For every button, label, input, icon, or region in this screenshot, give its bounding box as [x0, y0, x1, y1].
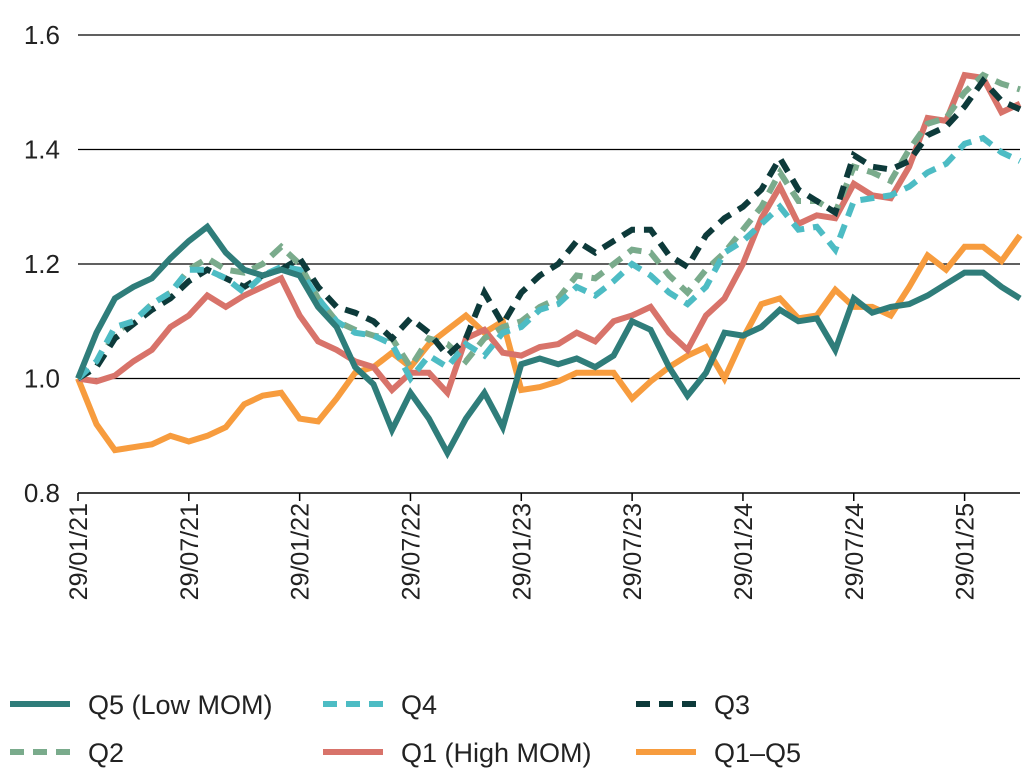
y-tick-label: 0.8: [24, 478, 60, 508]
legend-label: Q2: [88, 738, 124, 768]
y-tick-label: 1.6: [24, 20, 60, 50]
x-tick-label: 29/01/24: [730, 503, 758, 600]
y-tick-label: 1.4: [24, 135, 60, 165]
y-tick-label: 1.2: [24, 249, 60, 279]
x-tick-label: 29/07/22: [397, 503, 425, 600]
x-tick-label: 29/01/23: [508, 503, 536, 600]
series-line-q1-high-mom-: [77, 71, 1022, 399]
x-tick-label: 29/07/24: [841, 503, 869, 600]
legend-label: Q3: [714, 690, 750, 720]
x-tick-label: 29/07/23: [619, 503, 647, 600]
x-tick-label: 29/07/21: [176, 503, 204, 600]
series-line-q3: [76, 76, 1022, 382]
legend-label: Q1 (High MOM): [401, 738, 592, 768]
legend-label: Q4: [401, 690, 437, 720]
x-tick-label: 29/01/25: [952, 503, 980, 600]
x-tick-label: 29/01/22: [287, 503, 315, 600]
legend-label: Q1–Q5: [714, 738, 801, 768]
y-axis: 0.8 1.0 1.2 1.4 1.6: [24, 20, 60, 508]
gridlines: [78, 34, 1020, 380]
series-line-q5-low-mom-: [75, 222, 1022, 460]
series-line-q2: [76, 71, 1021, 382]
x-axis: 29/01/21 29/07/21 29/01/22 29/07/22 29/01/23…: [65, 492, 1020, 600]
legend: Q5 (Low MOM) Q4 Q3 Q2 Q1 (High MOM) Q1–Q5: [10, 690, 801, 768]
y-tick-label: 1.0: [24, 364, 60, 394]
series-line-q4: [75, 134, 1022, 384]
legend-label: Q5 (Low MOM): [88, 690, 273, 720]
series-lines: [75, 71, 1023, 460]
x-tick-label: 29/01/21: [65, 503, 93, 600]
